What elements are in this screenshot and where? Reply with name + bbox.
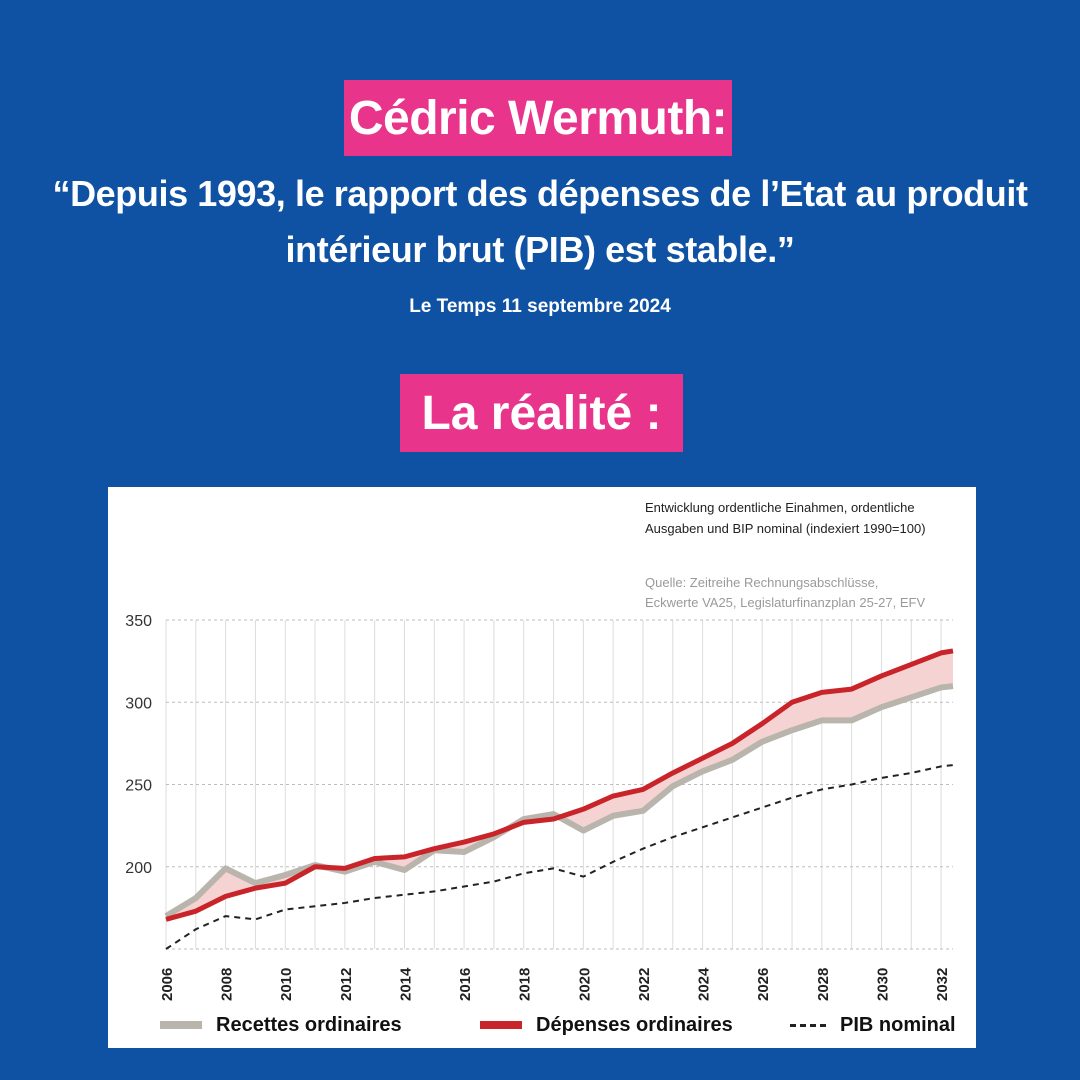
speaker-name: Cédric Wermuth: (348, 91, 728, 145)
quote-line-1: “Depuis 1993, le rapport des dépenses de… (52, 173, 1028, 214)
x-tick-label: 2026 (755, 968, 772, 1001)
x-tick-label: 2008 (219, 968, 236, 1001)
chart-source-line: Eckwerte VA25, Legislaturfinanzplan 25-2… (645, 595, 925, 610)
chart-legend: Recettes ordinaires Dépenses ordinaires … (108, 1007, 976, 1043)
legend-label-recettes: Recettes ordinaires (216, 1013, 402, 1036)
quote-line-2: intérieur brut (PIB) est stable.” (285, 229, 795, 270)
x-tick-label: 2010 (278, 968, 295, 1001)
chart-source-line: Quelle: Zeitreihe Rechnungsabschlüsse, (645, 575, 878, 590)
legend-label-depenses: Dépenses ordinaires (536, 1013, 733, 1036)
legend-swatch-recettes (160, 1021, 202, 1029)
x-tick-label: 2018 (517, 968, 534, 1001)
reality-badge: La réalité : (400, 374, 683, 452)
x-tick-label: 2032 (934, 968, 951, 1001)
legend-label-pib: PIB nominal (840, 1013, 956, 1036)
quote-source: Le Temps 11 septembre 2024 (409, 296, 671, 317)
legend-item-pib: PIB nominal (790, 1007, 956, 1043)
x-tick-label: 2020 (576, 968, 593, 1001)
y-tick-label: 200 (125, 860, 152, 877)
series-line-pib (165, 764, 954, 950)
speaker-badge: Cédric Wermuth: (344, 80, 732, 156)
y-tick-label: 300 (125, 695, 152, 712)
legend-swatch-pib (790, 1023, 826, 1027)
chart-title-line: Ausgaben und BIP nominal (indexiert 1990… (645, 521, 926, 536)
x-tick-label: 2030 (874, 968, 891, 1001)
x-tick-label: 2024 (696, 967, 713, 1001)
series-line-recettes (164, 683, 954, 919)
x-tick-label: 2028 (815, 968, 832, 1001)
reality-label: La réalité : (421, 386, 662, 440)
series-line-depenses (165, 648, 954, 922)
chart-panel: 200 250 300 350 2006 2008 2010 2012 2014 2016 2018… (108, 487, 976, 1048)
y-tick-label: 350 (125, 613, 152, 630)
x-tick-label: 2016 (457, 968, 474, 1001)
x-tick-label: 2014 (397, 967, 414, 1001)
chart-title-line: Entwicklung ordentliche Einahmen, ordent… (645, 500, 915, 515)
quote-text: “Depuis 1993, le rapport des dépenses de… (20, 166, 1060, 278)
x-tick-label: 2022 (636, 968, 653, 1001)
legend-swatch-depenses (480, 1021, 522, 1029)
x-tick-label: 2006 (159, 968, 176, 1001)
legend-item-recettes: Recettes ordinaires (160, 1007, 402, 1043)
y-tick-label: 250 (125, 778, 152, 795)
legend-item-depenses: Dépenses ordinaires (480, 1007, 733, 1043)
x-tick-label: 2012 (338, 968, 355, 1001)
line-chart: 200 250 300 350 2006 2008 2010 2012 2014 2016 2018… (125, 500, 954, 1001)
